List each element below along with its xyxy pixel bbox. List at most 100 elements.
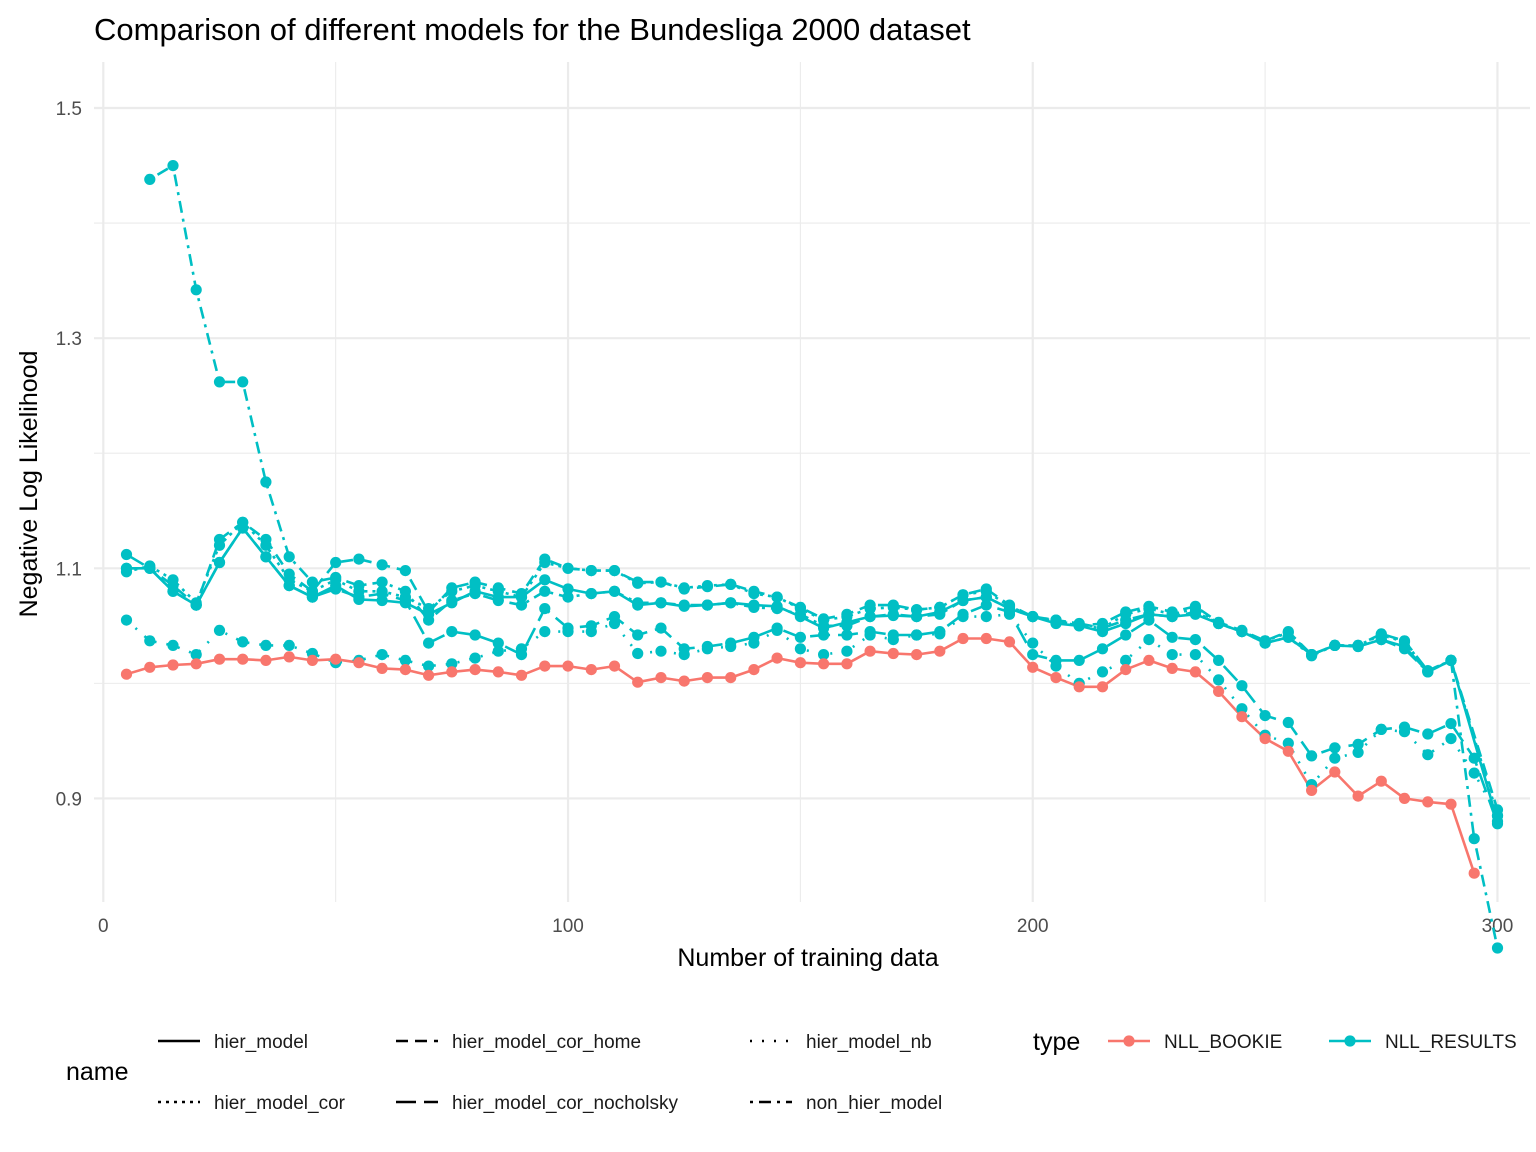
data-point [678,675,690,687]
series-lines [125,164,1499,949]
data-point [144,173,156,185]
series-line-hier-model-nb [125,613,1499,817]
data-point [1398,792,1411,805]
data-point [213,533,226,546]
data-point [748,664,760,676]
data-point [260,551,272,563]
data-point [725,578,737,591]
data-point [1073,654,1085,667]
data-point [608,585,621,597]
data-point [190,599,202,611]
data-point [306,654,318,667]
data-point [423,606,435,618]
data-point [608,617,621,630]
data-point [980,611,992,623]
data-point [725,597,737,609]
data-point [167,639,179,652]
data-point [423,660,435,672]
series-line-hier-model-cor-home [126,521,1499,811]
series-points [120,160,1504,954]
data-point [376,588,388,600]
data-point [446,666,458,678]
x-tick-label: 0 [98,916,109,937]
data-point [1050,614,1062,626]
data-point [1445,654,1457,667]
data-point [1259,710,1271,722]
data-point [1468,767,1480,779]
data-point [841,620,853,632]
data-point [1329,742,1341,754]
data-point [213,624,226,637]
data-point [283,551,295,563]
data-point [515,588,528,600]
data-point [678,583,690,595]
data-point [120,668,133,680]
y-tick-label: 1.5 [56,99,82,120]
data-point [980,632,992,645]
data-point [1143,634,1155,646]
data-point [469,629,481,641]
legend-title-type: type [1033,1028,1080,1056]
data-point [887,599,899,611]
data-point [980,599,992,611]
data-point [1073,617,1085,630]
data-point [818,658,830,670]
data-point [748,585,760,597]
data-point [1050,672,1062,684]
data-point [1352,738,1364,751]
data-point [120,548,133,561]
data-point [771,603,783,615]
data-point [1120,606,1132,618]
data-point [1166,631,1178,643]
x-tick-label: 200 [1017,916,1049,937]
data-point [376,662,388,675]
data-point [608,660,621,672]
data-point [1166,611,1178,623]
data-point [353,553,365,565]
data-point [1120,664,1132,676]
data-point [1120,654,1132,667]
data-point [376,576,388,588]
legend-label-hier-model-cor: hier_model_cor [214,1093,346,1114]
legend-label-hier-model-cor-home: hier_model_cor_home [452,1032,641,1053]
data-point [190,658,202,670]
x-tick-label: 100 [552,916,584,937]
data-point [469,588,481,600]
data-point [911,629,923,641]
data-point [1491,942,1504,954]
y-tick-label: 0.9 [56,789,82,810]
data-point [330,556,342,569]
data-point [608,565,621,577]
data-point [1096,643,1109,655]
data-point [701,581,714,593]
data-point [539,574,551,586]
data-point [260,654,272,667]
y-tick-label: 1.1 [56,559,82,580]
legend-label-hier-model-cor-nocholsky: hier_model_cor_nocholsky [452,1093,679,1114]
data-point [1073,681,1085,693]
data-point [469,664,481,676]
data-point [515,599,528,611]
series-line-non-hier-model [149,164,1499,949]
data-point [260,533,272,546]
data-point [794,657,807,669]
data-point [213,556,226,569]
data-point [771,591,783,603]
data-point [1213,685,1225,698]
legend-label-nll-results: NLL_RESULTS [1385,1032,1517,1053]
data-point [678,599,690,611]
y-axis-title: Negative Log Likelihood [15,351,43,618]
data-point [260,476,272,488]
data-point [1027,637,1039,649]
data-point [585,588,597,600]
data-point [446,626,458,638]
data-point [864,599,876,611]
series-line-hier-model-cor [126,521,1499,817]
data-point [818,649,830,661]
data-point [492,594,504,607]
data-point [330,583,342,595]
data-point [887,634,899,646]
series-line-hier-model-cor-nocholsky [125,526,1499,825]
data-point [562,583,574,595]
